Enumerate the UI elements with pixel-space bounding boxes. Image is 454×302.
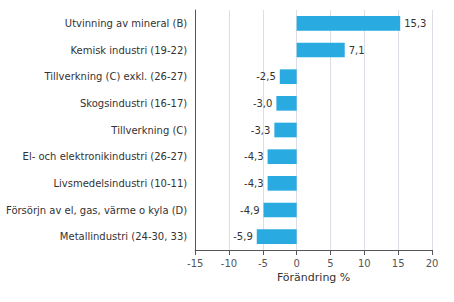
svg-text:-2,5: -2,5 xyxy=(256,71,276,82)
svg-text:20: 20 xyxy=(426,258,439,269)
svg-text:0: 0 xyxy=(294,258,300,269)
svg-text:-15: -15 xyxy=(187,258,203,269)
svg-text:15,3: 15,3 xyxy=(404,18,426,29)
svg-text:-5,9: -5,9 xyxy=(233,231,253,242)
svg-text:-4,9: -4,9 xyxy=(240,205,260,216)
svg-text:5: 5 xyxy=(327,258,333,269)
svg-text:-5: -5 xyxy=(258,258,268,269)
svg-text:15: 15 xyxy=(392,258,405,269)
svg-text:10: 10 xyxy=(358,258,371,269)
svg-text:7,1: 7,1 xyxy=(349,45,365,56)
svg-text:-10: -10 xyxy=(221,258,237,269)
svg-text:-4,3: -4,3 xyxy=(244,178,264,189)
svg-text:-3,0: -3,0 xyxy=(253,98,273,109)
svg-text:El- och elektronikindustri (26: El- och elektronikindustri (26-27) xyxy=(23,151,188,162)
svg-text:Metallindustri (24-30, 33): Metallindustri (24-30, 33) xyxy=(60,231,187,242)
svg-text:Utvinning av mineral (B): Utvinning av mineral (B) xyxy=(65,18,187,29)
svg-text:Livsmedelsindustri (10-11): Livsmedelsindustri (10-11) xyxy=(53,178,187,189)
svg-text:Kemisk industri (19-22): Kemisk industri (19-22) xyxy=(70,45,187,56)
svg-text:Tillverkning (C): Tillverkning (C) xyxy=(110,125,187,136)
svg-text:Försörjn av el, gas, värme o k: Försörjn av el, gas, värme o kyla (D) xyxy=(6,205,187,216)
svg-text:-4,3: -4,3 xyxy=(244,151,264,162)
svg-text:Förändring %: Förändring % xyxy=(277,271,350,284)
svg-text:Tillverkning (C) exkl. (26-27): Tillverkning (C) exkl. (26-27) xyxy=(43,71,187,82)
svg-text:Skogsindustri (16-17): Skogsindustri (16-17) xyxy=(80,98,187,109)
svg-text:-3,3: -3,3 xyxy=(251,125,271,136)
